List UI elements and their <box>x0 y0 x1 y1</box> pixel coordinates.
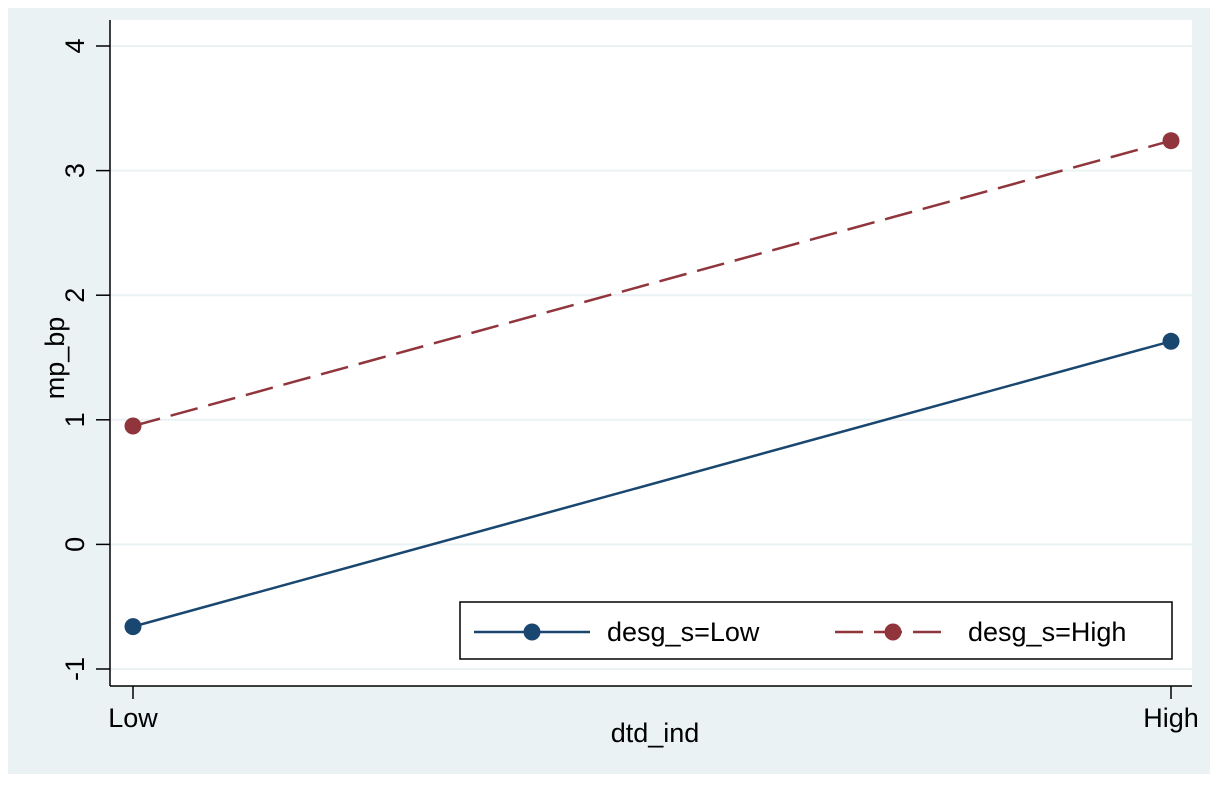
data-point <box>1162 132 1180 150</box>
series-1 <box>124 132 1180 435</box>
legend-box <box>459 601 1173 660</box>
x-axis-title: dtd_ind <box>611 718 700 748</box>
series-lines <box>124 132 1180 636</box>
gridlines <box>110 45 1192 670</box>
data-point <box>124 417 142 435</box>
series-line <box>132 139 1172 428</box>
x-axis: Low High <box>108 685 1199 733</box>
legend-marker-desg-high <box>884 623 902 641</box>
legend-label-desg-low: desg_s=Low <box>607 617 760 647</box>
x-tick-label: High <box>1143 703 1199 733</box>
data-point <box>124 618 142 636</box>
y-axis-title: mp_bp <box>40 317 70 400</box>
y-tick-label: 2 <box>60 288 90 303</box>
data-point <box>1162 332 1180 350</box>
y-tick-label: 1 <box>60 412 90 427</box>
legend-marker-desg-low <box>523 623 541 641</box>
y-tick-label: -1 <box>60 657 90 681</box>
x-tick-label: Low <box>108 703 158 733</box>
legend-label-desg-high: desg_s=High <box>968 617 1126 647</box>
series-0 <box>124 332 1180 636</box>
y-tick-label: 4 <box>60 38 90 53</box>
y-tick-label: 3 <box>60 163 90 178</box>
series-line <box>132 340 1172 628</box>
legend: desg_s=Low desg_s=High <box>459 601 1173 660</box>
y-tick-label: 0 <box>60 537 90 552</box>
y-axis: -1 0 1 2 3 4 <box>60 20 111 686</box>
plot-area <box>110 20 1192 686</box>
